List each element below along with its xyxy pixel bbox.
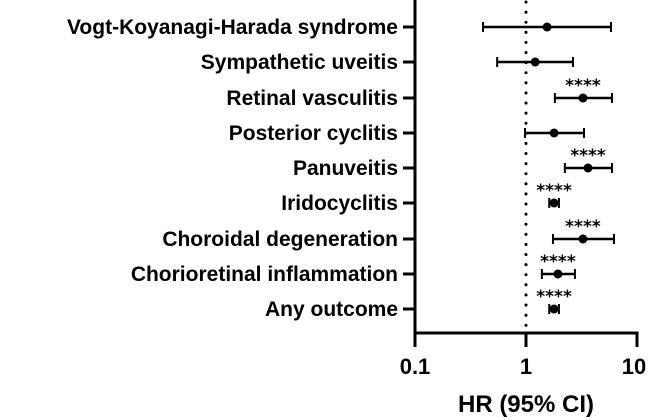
category-label: Any outcome [265,298,398,321]
hr-point [578,93,588,103]
forest-row: Iridocyclitis **** [281,181,572,215]
category-label: Choroidal degeneration [162,228,398,251]
significance-stars: **** [540,252,576,272]
x-ticks [413,333,639,347]
x-tick-label-10: 10 [622,354,646,379]
category-label: Iridocyclitis [281,192,398,215]
category-label: Retinal vasculitis [226,87,398,110]
category-label: Vogt-Koyanagi-Harada syndrome [67,16,398,39]
category-label: Chorioretinal inflammation [131,263,398,286]
category-label: Sympathetic uveitis [201,51,398,74]
forest-row: Posterior cyclitis [229,122,585,145]
hr-point [530,57,540,67]
hr-point [542,22,552,32]
hr-point [553,269,563,279]
hr-point [549,198,559,208]
x-tick-label-0.1: 0.1 [400,354,431,379]
hr-point [549,304,559,314]
hr-point [578,234,588,244]
significance-stars: **** [570,146,606,166]
hr-point [549,128,559,138]
x-tick-label-1: 1 [520,354,532,379]
forest-row: Choroidal degeneration **** [162,217,615,251]
category-label: Posterior cyclitis [229,122,398,145]
forest-row: Vogt-Koyanagi-Harada syndrome [67,16,612,39]
forest-row: Sympathetic uveitis [201,51,574,74]
significance-stars: **** [565,217,601,237]
category-label: Panuveitis [293,157,398,180]
forest-row: Panuveitis **** [293,146,613,180]
significance-stars: **** [536,287,572,307]
forest-row: Retinal vasculitis **** [226,76,613,110]
forest-row: Chorioretinal inflammation **** [131,252,576,286]
hr-point [583,163,593,173]
forest-rows: Vogt-Koyanagi-Harada syndrome Sympathetic… [67,16,615,321]
forest-row: Any outcome **** [265,287,572,321]
significance-stars: **** [565,76,601,96]
x-axis-title: HR (95% CI) [458,391,594,418]
significance-stars: **** [536,181,572,201]
